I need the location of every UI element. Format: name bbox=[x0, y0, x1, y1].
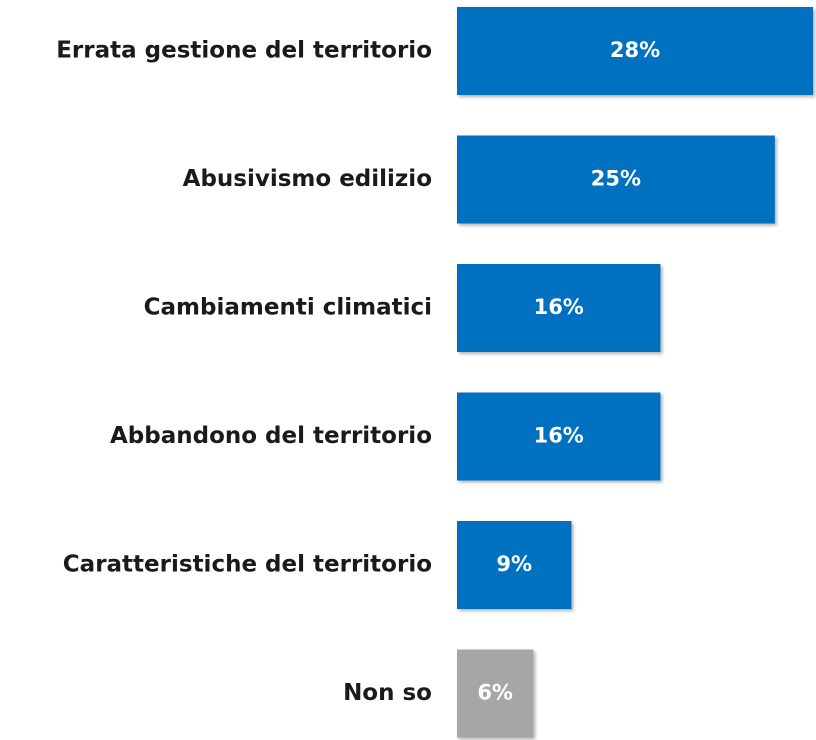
category-label: Caratteristiche del territorio bbox=[63, 552, 432, 578]
bar bbox=[457, 135, 775, 224]
value-label: 9% bbox=[496, 552, 532, 576]
bar bbox=[457, 521, 572, 609]
category-label: Abusivismo edilizio bbox=[183, 166, 432, 192]
bar bbox=[457, 264, 661, 352]
bar bbox=[457, 649, 534, 738]
value-label: 16% bbox=[534, 424, 584, 448]
value-label: 25% bbox=[591, 167, 641, 191]
value-label: 16% bbox=[534, 295, 584, 319]
category-label: Errata gestione del territorio bbox=[56, 38, 432, 64]
category-label: Cambiamenti climatici bbox=[144, 295, 432, 321]
bar bbox=[457, 7, 813, 95]
bar bbox=[457, 392, 661, 481]
value-label: 28% bbox=[610, 38, 660, 62]
value-label: 6% bbox=[477, 681, 513, 705]
category-label: Non so bbox=[343, 680, 432, 706]
category-label: Abbandono del territorio bbox=[110, 423, 432, 449]
